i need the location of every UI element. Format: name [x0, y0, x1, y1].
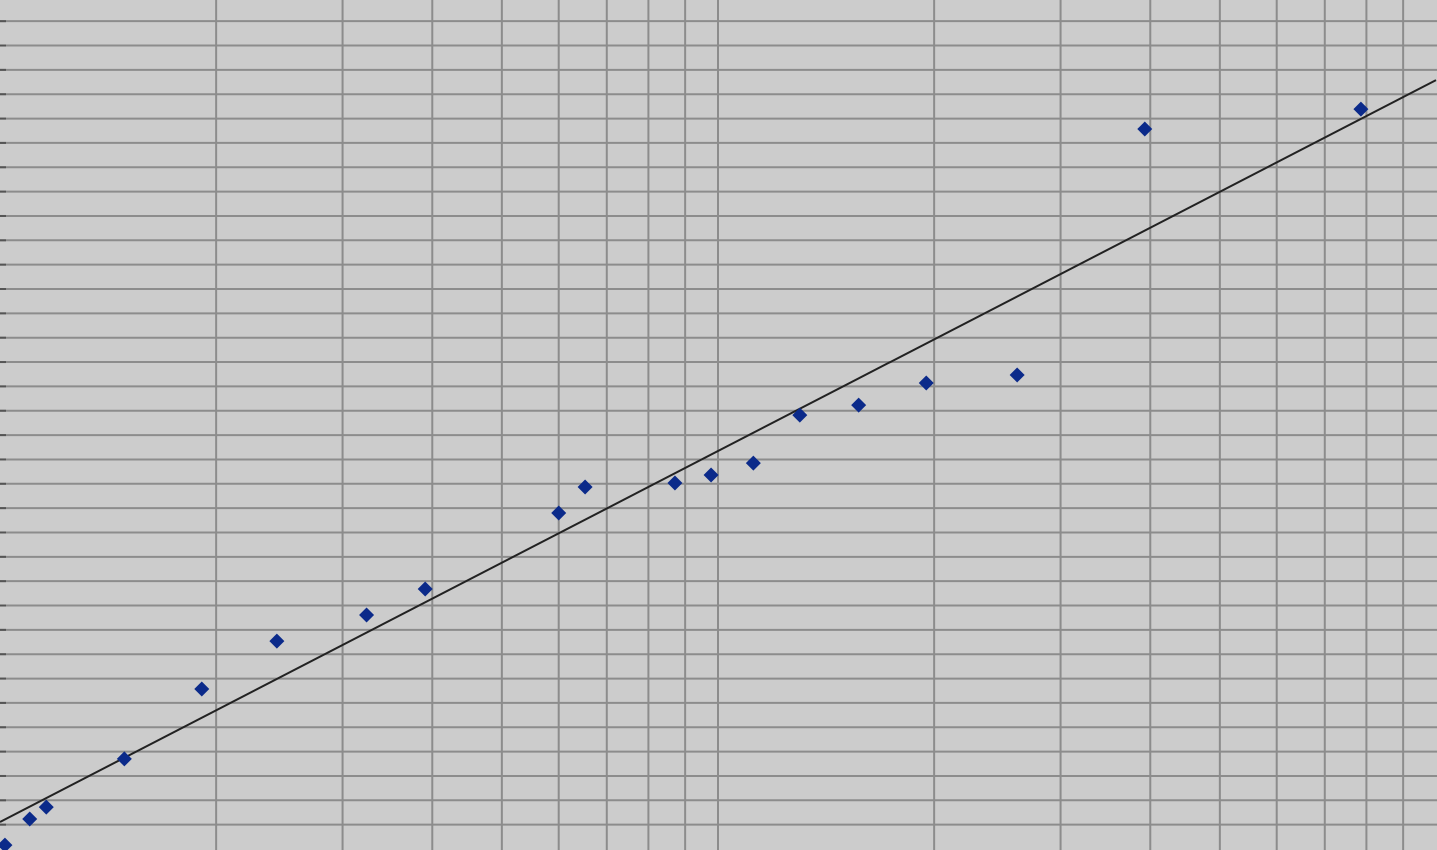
data-point	[667, 475, 683, 491]
trend-line	[0, 79, 1437, 823]
data-point	[851, 397, 867, 413]
data-point	[38, 799, 54, 815]
data-point	[22, 811, 38, 827]
data-point	[551, 505, 567, 521]
data-point	[745, 455, 761, 471]
data-point	[0, 837, 13, 850]
data-point	[116, 751, 132, 767]
data-point	[1353, 101, 1369, 117]
data-point	[269, 633, 285, 649]
data-point	[918, 375, 934, 391]
data-point	[194, 681, 210, 697]
data-point	[417, 581, 433, 597]
data-point	[792, 407, 808, 423]
data-point	[577, 479, 593, 495]
data-point	[703, 467, 719, 483]
data-point	[359, 607, 375, 623]
data-point	[1009, 367, 1025, 383]
data-point	[1137, 121, 1153, 137]
